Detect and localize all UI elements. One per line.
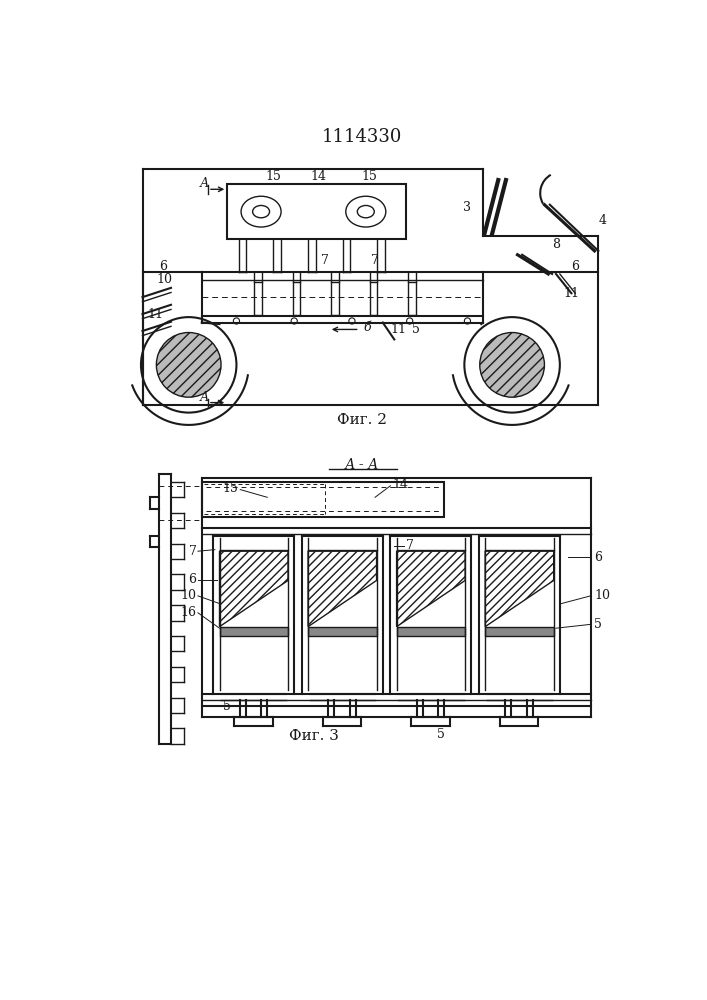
Text: 7: 7	[406, 539, 414, 552]
Text: 6: 6	[188, 573, 197, 586]
Text: 6: 6	[595, 551, 602, 564]
Text: 14: 14	[311, 170, 327, 183]
Text: 6: 6	[160, 260, 168, 273]
Ellipse shape	[346, 196, 386, 227]
Text: 10: 10	[156, 273, 173, 286]
Text: 7: 7	[371, 254, 379, 267]
Text: 6: 6	[571, 260, 580, 273]
Circle shape	[464, 318, 471, 324]
Bar	[227, 184, 406, 239]
Text: 10: 10	[595, 589, 610, 602]
Text: 11: 11	[147, 308, 163, 321]
Text: 5: 5	[223, 700, 231, 713]
Text: 10: 10	[180, 589, 197, 602]
Polygon shape	[397, 627, 465, 636]
Text: 15: 15	[362, 170, 378, 183]
Text: 7: 7	[321, 254, 329, 267]
Ellipse shape	[252, 205, 269, 218]
Polygon shape	[485, 627, 554, 636]
Text: 5: 5	[436, 728, 445, 741]
Ellipse shape	[241, 196, 281, 227]
Circle shape	[141, 317, 236, 413]
Text: А - А: А - А	[345, 458, 379, 472]
Circle shape	[407, 318, 413, 324]
Polygon shape	[219, 627, 288, 636]
Text: Фиг. 2: Фиг. 2	[337, 413, 387, 427]
Text: б: б	[363, 321, 371, 334]
Text: 4: 4	[598, 214, 607, 227]
Text: Фиг. 3: Фиг. 3	[288, 729, 339, 743]
Text: 5: 5	[595, 618, 602, 631]
Polygon shape	[219, 551, 288, 627]
Text: 5: 5	[412, 323, 420, 336]
Text: 3: 3	[464, 201, 472, 214]
Text: 14: 14	[393, 478, 409, 491]
Circle shape	[233, 318, 240, 324]
Polygon shape	[485, 551, 554, 627]
Circle shape	[291, 318, 297, 324]
Polygon shape	[308, 627, 377, 636]
Polygon shape	[397, 551, 465, 627]
Circle shape	[480, 333, 544, 397]
Polygon shape	[308, 551, 377, 627]
Text: 11: 11	[390, 323, 407, 336]
Text: 8: 8	[552, 238, 560, 251]
Circle shape	[349, 318, 355, 324]
Bar	[201, 482, 444, 517]
Text: 15: 15	[265, 170, 281, 183]
Ellipse shape	[357, 205, 374, 218]
Text: 1114330: 1114330	[322, 128, 402, 146]
Text: А: А	[199, 391, 209, 404]
Circle shape	[156, 333, 221, 397]
Text: 15: 15	[222, 482, 238, 495]
Text: 16: 16	[180, 606, 197, 619]
Circle shape	[464, 317, 560, 413]
Text: 11: 11	[563, 287, 580, 300]
Text: 7: 7	[189, 545, 197, 558]
Text: А: А	[199, 177, 209, 190]
